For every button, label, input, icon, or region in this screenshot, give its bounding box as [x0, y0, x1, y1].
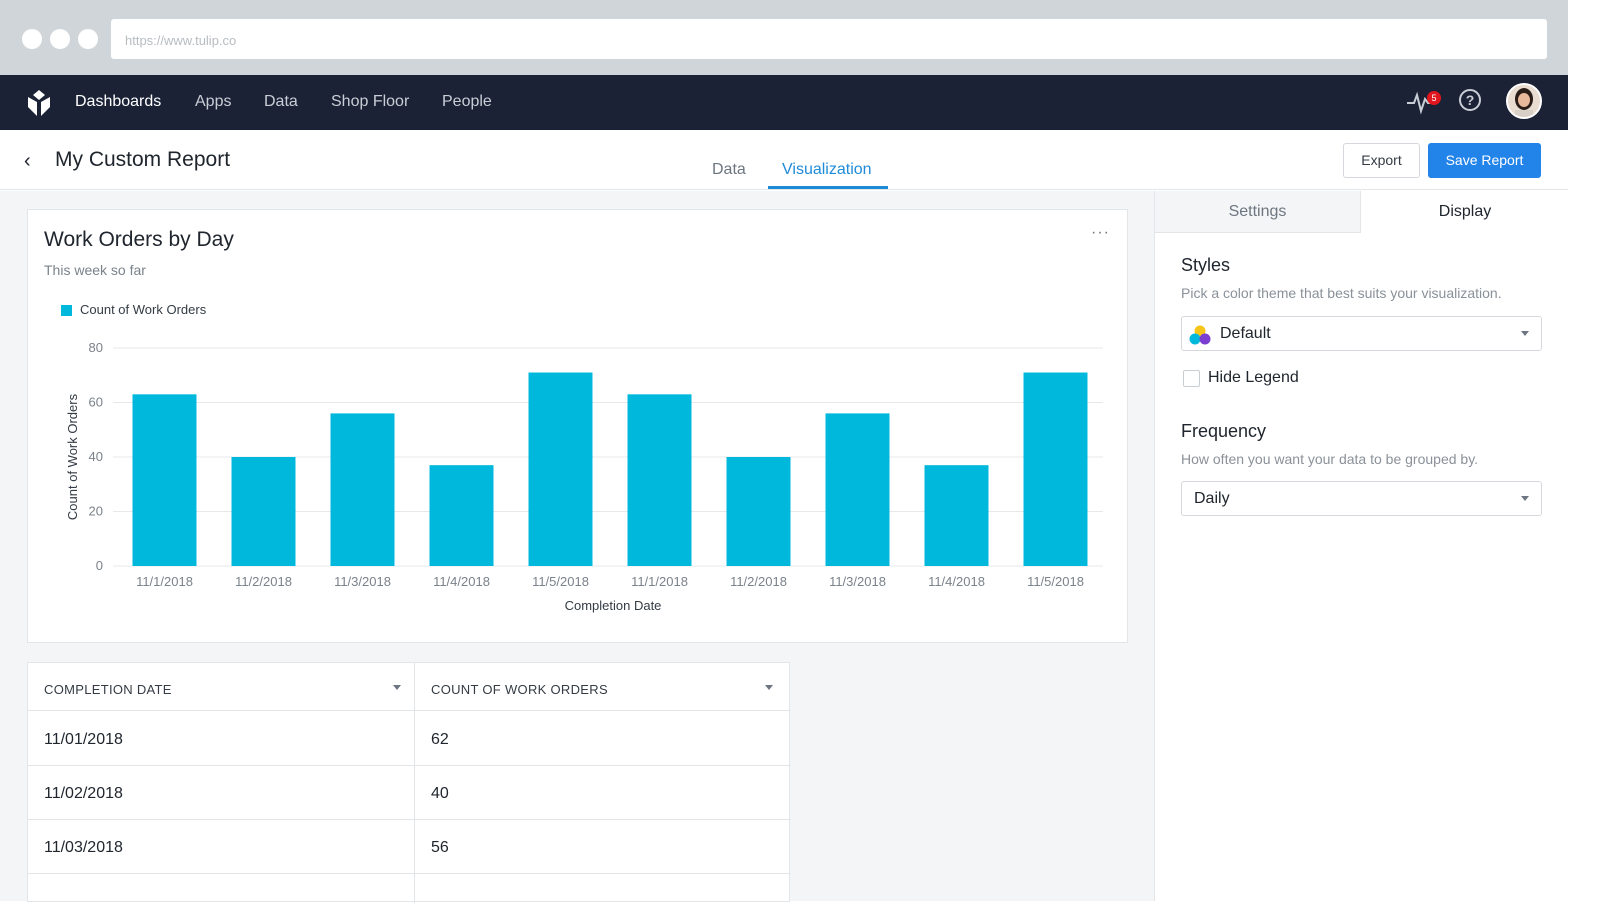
x-tick-label: 11/2/2018	[235, 574, 292, 589]
x-tick-label: 11/1/2018	[136, 574, 193, 589]
chart-card: Work Orders by Day This week so far ··· …	[27, 209, 1128, 643]
notification-badge: 5	[1427, 91, 1441, 105]
chart-subtitle: This week so far	[44, 262, 146, 278]
chart-bar	[627, 394, 692, 566]
styles-help-text: Pick a color theme that best suits your …	[1181, 285, 1502, 301]
legend-label: Count of Work Orders	[80, 302, 207, 317]
frequency-select[interactable]: Daily	[1181, 481, 1542, 516]
x-tick-label: 11/1/2018	[631, 574, 688, 589]
chart-bar	[132, 394, 197, 566]
chart-bar	[726, 457, 791, 566]
user-avatar[interactable]	[1506, 83, 1542, 119]
tab-data[interactable]: Data	[712, 161, 746, 178]
frequency-title: Frequency	[1181, 421, 1267, 441]
chart-bar	[528, 372, 593, 566]
report-content: Work Orders by Day This week so far ··· …	[0, 191, 1154, 903]
panel-tab-display[interactable]: Display	[1438, 203, 1492, 220]
data-table: COMPLETION DATE COUNT OF WORK ORDERS 11/…	[27, 662, 791, 903]
chart-bar	[1023, 372, 1088, 566]
x-tick-label: 11/2/2018	[730, 574, 787, 589]
dropdown-caret-icon	[1521, 331, 1529, 336]
settings-panel: Settings Display Styles Pick a color the…	[1154, 191, 1568, 901]
theme-select-value: Default	[1220, 325, 1271, 342]
y-tick-label: 40	[89, 449, 103, 464]
bar-chart: 0 20 40 60 80 11/1/2018 11/2/2018 11/3/2018 11/4…	[65, 340, 1103, 613]
browser-chrome: https://www.tulip.co	[0, 0, 1568, 75]
x-tick-label: 11/4/2018	[928, 574, 985, 589]
save-report-button[interactable]: Save Report	[1428, 143, 1541, 178]
nav-item-dashboards[interactable]: Dashboards	[75, 93, 162, 110]
x-tick-label: 11/5/2018	[1027, 574, 1084, 589]
table-cell: 11/02/2018	[28, 766, 414, 820]
nav-item-apps[interactable]: Apps	[195, 93, 232, 110]
table-cell: 56	[415, 820, 791, 874]
table-cell: 62	[415, 712, 791, 766]
column-header-completion-date[interactable]: COMPLETION DATE	[28, 663, 414, 711]
column-header-label: COMPLETION DATE	[44, 682, 172, 697]
color-theme-icon	[1189, 325, 1211, 345]
chart-bar	[429, 465, 494, 566]
chart-bar	[231, 457, 296, 566]
chart-bar	[924, 465, 989, 566]
x-tick-label: 11/3/2018	[829, 574, 886, 589]
nav-item-people[interactable]: People	[442, 93, 492, 110]
active-tab-indicator	[768, 186, 888, 189]
y-tick-label: 80	[89, 340, 103, 355]
export-button[interactable]: Export	[1343, 143, 1420, 178]
page-header: ‹ My Custom Report Data Visualization Ex…	[0, 130, 1568, 190]
nav-item-shop-floor[interactable]: Shop Floor	[331, 93, 410, 110]
sort-caret-icon[interactable]	[393, 685, 401, 690]
top-navigation: Dashboards Apps Data Shop Floor People	[0, 75, 1568, 130]
legend-swatch	[61, 305, 72, 316]
tulip-logo-icon[interactable]	[26, 89, 52, 117]
help-icon[interactable]: ?	[1459, 89, 1481, 111]
y-axis-label: Count of Work Orders	[65, 393, 80, 520]
window-control-dot[interactable]	[22, 29, 42, 49]
y-tick-label: 60	[89, 395, 103, 410]
table-cell: 40	[415, 766, 791, 820]
column-header-count[interactable]: COUNT OF WORK ORDERS	[415, 663, 791, 711]
page-title: My Custom Report	[55, 148, 231, 171]
theme-select[interactable]: Default	[1181, 316, 1542, 351]
y-tick-label: 0	[96, 558, 103, 573]
panel-tab-settings[interactable]: Settings	[1155, 191, 1361, 233]
chart-title: Work Orders by Day	[44, 228, 234, 251]
window-control-dot[interactable]	[78, 29, 98, 49]
more-options-icon[interactable]: ···	[1091, 224, 1110, 241]
dropdown-caret-icon	[1521, 496, 1529, 501]
column-header-label: COUNT OF WORK ORDERS	[431, 682, 608, 697]
y-tick-label: 20	[89, 504, 103, 519]
x-tick-label: 11/3/2018	[334, 574, 391, 589]
window-control-dot[interactable]	[50, 29, 70, 49]
tab-visualization[interactable]: Visualization	[782, 161, 872, 178]
chart-bar	[330, 413, 395, 566]
back-chevron-icon[interactable]: ‹	[24, 150, 31, 172]
x-axis-label: Completion Date	[565, 598, 662, 613]
styles-title: Styles	[1181, 255, 1231, 275]
frequency-select-value: Daily	[1194, 490, 1230, 507]
hide-legend-label[interactable]: Hide Legend	[1208, 369, 1299, 386]
table-cell: 11/03/2018	[28, 820, 414, 874]
table-cell: 11/01/2018	[28, 712, 414, 766]
address-bar[interactable]: https://www.tulip.co	[111, 19, 1547, 59]
column-divider	[414, 663, 415, 903]
frequency-help-text: How often you want your data to be group…	[1181, 451, 1479, 467]
chart-bar	[825, 413, 890, 566]
activity-pulse-icon[interactable]	[1406, 89, 1436, 115]
hide-legend-checkbox[interactable]	[1183, 370, 1200, 387]
x-tick-label: 11/5/2018	[532, 574, 589, 589]
nav-item-data[interactable]: Data	[264, 93, 298, 110]
x-tick-label: 11/4/2018	[433, 574, 490, 589]
avatar-person-icon	[1508, 85, 1540, 117]
sort-caret-icon[interactable]	[765, 685, 773, 690]
